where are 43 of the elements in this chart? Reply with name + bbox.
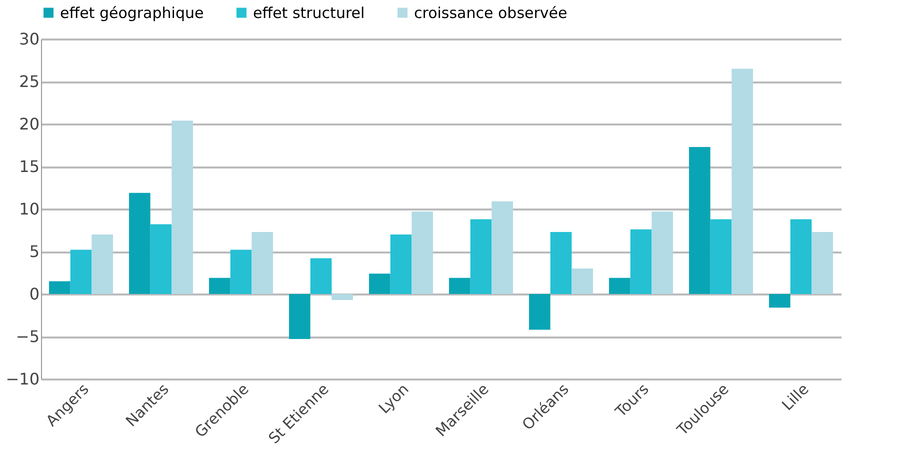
bar	[572, 268, 593, 294]
legend-label: croissance observée	[414, 4, 568, 22]
bar	[710, 219, 732, 294]
bar	[310, 258, 332, 294]
bar	[630, 229, 652, 294]
bar	[529, 294, 550, 330]
bar	[390, 234, 412, 294]
bar	[369, 274, 390, 294]
bar	[790, 219, 812, 294]
bar	[172, 120, 193, 294]
x-tick-label: Lille	[778, 380, 812, 414]
bar	[129, 192, 150, 294]
bar	[289, 294, 310, 340]
y-tick-label: 0	[29, 284, 40, 304]
y-tick-label: 20	[19, 114, 40, 134]
bar	[609, 278, 630, 294]
bar	[332, 294, 353, 300]
bar	[230, 250, 252, 294]
bar	[49, 281, 70, 294]
legend-label: effet géographique	[60, 4, 204, 22]
y-tick-label: −10	[6, 370, 40, 388]
y-tick-label: 10	[19, 200, 40, 218]
bar	[492, 201, 513, 294]
y-tick-label: 5	[29, 242, 40, 261]
bar	[689, 146, 710, 294]
bar	[70, 250, 92, 294]
bar	[412, 212, 433, 294]
legend-label: effet structurel	[253, 4, 365, 22]
bar	[449, 278, 470, 294]
bar	[150, 224, 172, 294]
y-tick-label: −5	[16, 327, 40, 346]
y-tick-label: 25	[19, 72, 40, 91]
bar	[92, 234, 113, 294]
y-tick-label: 30	[19, 30, 40, 48]
bar	[470, 219, 492, 294]
bar	[812, 232, 833, 294]
y-tick-label: 15	[19, 157, 40, 176]
bar	[732, 68, 753, 294]
bar	[209, 278, 230, 294]
bar	[550, 232, 572, 294]
bar	[252, 232, 273, 294]
bar	[652, 212, 673, 294]
bar	[769, 294, 790, 308]
